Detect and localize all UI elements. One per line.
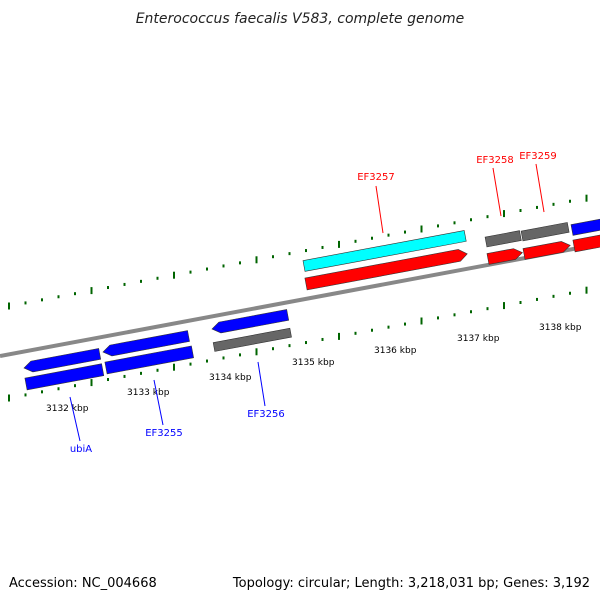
gene-next-reverse (572, 234, 600, 253)
gene-EF3259 (522, 241, 571, 260)
gene-EF3257-highlight (302, 230, 467, 272)
gene-label-leader (535, 163, 545, 213)
gene-ubiA-upper (23, 348, 102, 373)
gene-label-leader (153, 379, 164, 426)
gene-ubiA (24, 363, 105, 391)
gene-label: EF3256 (247, 409, 285, 420)
feature-EF3259-region (520, 222, 570, 242)
map-layer: 3132 kbp 3133 kbp 3134 kbp 3135 kbp 3136 kbp… (0, 151, 600, 455)
genome-backbone (0, 242, 600, 358)
gene-label: EF3255 (145, 428, 183, 439)
gene-label-leader (257, 361, 266, 407)
scale-label: 3138 kbp (539, 323, 582, 333)
gene-label-leader (69, 396, 81, 442)
gene-EF3257 (304, 249, 468, 291)
gene-label-leader (375, 185, 384, 234)
scale-label: 3133 kbp (127, 388, 170, 398)
gene-EF3255 (104, 345, 194, 375)
gene-next-forward (570, 218, 600, 236)
feature-EF3258-region (484, 230, 522, 248)
scale-label: 3135 kbp (292, 358, 335, 368)
gene-EF3255-upper (102, 330, 190, 357)
gene-label: EF3257 (357, 172, 395, 183)
scale-label: 3134 kbp (209, 373, 252, 383)
feature-EF3256-region (212, 327, 292, 352)
scale-label: 3137 kbp (457, 334, 500, 344)
genome-summary-text: Topology: circular; Length: 3,218,031 bp… (232, 576, 590, 591)
map-title: Enterococcus faecalis V583, complete gen… (136, 11, 465, 27)
gene-label: ubiA (70, 444, 92, 455)
gene-EF3258 (486, 248, 523, 265)
gene-label: EF3259 (519, 151, 557, 162)
gene-label-leader (492, 167, 502, 217)
gene-label: EF3258 (476, 155, 514, 166)
scale-label: 3132 kbp (46, 404, 89, 414)
accession-text: Accession: NC_004668 (9, 576, 157, 591)
gene-EF3256 (211, 309, 290, 334)
scale-label: 3136 kbp (374, 346, 417, 356)
